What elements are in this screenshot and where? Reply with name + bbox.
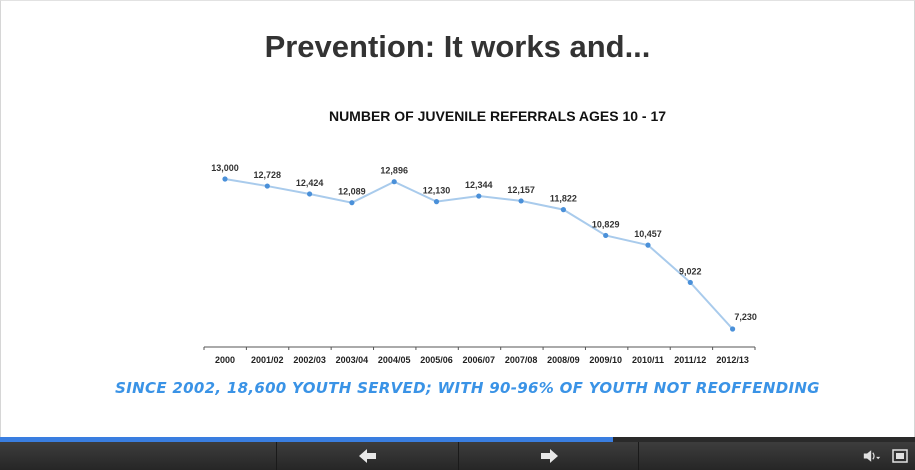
controls-spacer-left [0,442,277,470]
line-chart: 13,000 12,728 12,424 12,089 12,896 12,130 12,3… [203,163,757,365]
player-tools [863,442,909,470]
slide: Prevention: It works and... NUMBER OF JU… [0,0,915,439]
progress-fill [0,437,614,442]
data-label: 10,457 [634,229,662,239]
data-label: 11,822 [550,194,577,204]
x-axis [203,346,756,350]
data-point [391,179,397,185]
x-tick-labels: 2000 2001/02 2002/03 2003/04 2004/05 2005/06 2… [215,355,749,365]
series-line-group [222,176,736,332]
x-tick-label: 2006/07 [463,355,496,365]
data-label: 12,728 [254,170,282,180]
data-point [645,242,651,248]
fullscreen-icon [892,449,908,463]
x-tick-label: 2002/03 [293,355,326,365]
fullscreen-button[interactable] [891,448,909,464]
series-line [224,178,734,330]
previous-slide-button[interactable] [277,442,459,470]
slide-caption: SINCE 2002, 18,600 YOUTH SERVED; WITH 90… [115,379,820,397]
audio-menu-button[interactable] [863,448,881,464]
data-point [518,198,524,204]
x-tick-label: 2010/11 [632,355,664,365]
data-point [687,279,693,286]
chart-title: NUMBER OF JUVENILE REFERRALS AGES 10 - 1… [328,108,667,124]
data-point [349,200,355,206]
arrow-left-icon [358,449,376,463]
x-tick-label: 2007/08 [505,355,538,365]
arrow-right-icon [540,449,558,463]
next-slide-button[interactable] [459,442,639,470]
data-point [307,191,313,197]
data-label: 7,230 [734,312,757,322]
speaker-icon [863,450,881,462]
x-tick-label: 2003/04 [336,355,369,365]
data-label: 12,130 [423,186,451,196]
data-point [222,176,228,182]
data-label: 12,424 [296,178,324,188]
data-point [476,193,482,199]
data-label: 10,829 [592,219,620,229]
x-tick-label: 2000 [215,355,235,365]
data-point [560,207,567,213]
x-tick-label: 2004/05 [378,355,411,365]
x-tick-label: 2012/13 [716,355,749,365]
x-tick-label: 2008/09 [547,355,580,365]
player-controls [0,442,915,470]
x-tick-label: 2001/02 [251,355,284,365]
data-point [730,326,736,332]
data-point [264,183,270,189]
data-label: 12,896 [380,166,408,176]
slide-title: Prevention: It works and... [264,29,651,64]
data-point [433,199,440,205]
data-label: 12,344 [465,180,493,190]
progress-bar[interactable] [0,437,915,442]
x-tick-label: 2011/12 [674,355,706,365]
data-label: 13,000 [211,163,239,173]
x-tick-label: 2005/06 [420,355,453,365]
data-label: 12,157 [507,185,535,195]
data-label: 12,089 [338,187,366,197]
x-tick-label: 2009/10 [589,355,622,365]
data-point [603,232,609,239]
data-labels: 13,000 12,728 12,424 12,089 12,896 12,130 12,3… [211,163,757,322]
data-label: 9,022 [679,266,702,276]
